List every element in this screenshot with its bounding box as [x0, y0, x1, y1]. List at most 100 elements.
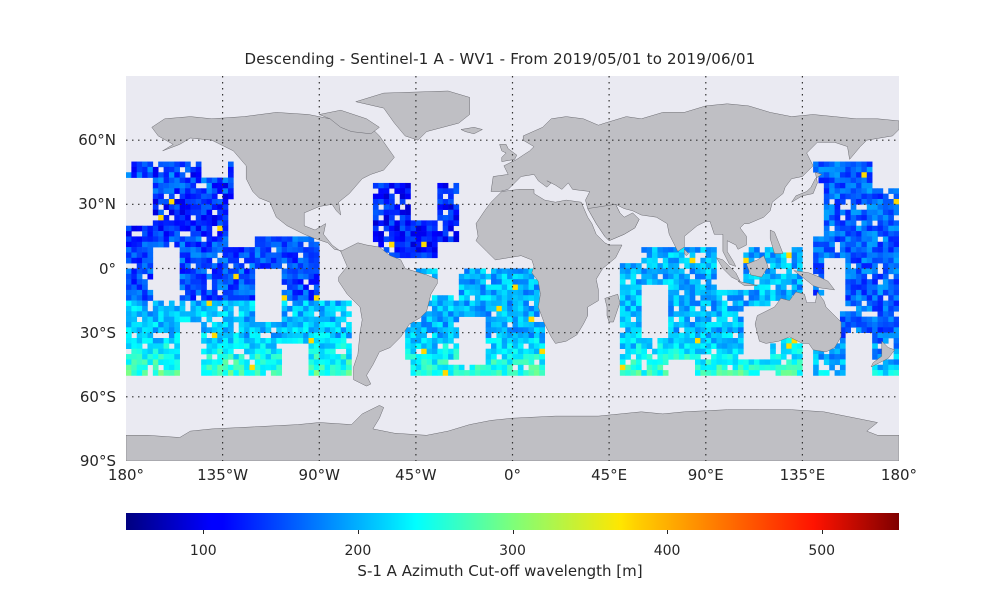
data-cell — [131, 241, 138, 248]
data-cell — [211, 252, 218, 259]
data-cell — [523, 295, 529, 301]
data-cell — [523, 327, 529, 333]
data-cell — [195, 241, 202, 248]
data-cell — [313, 300, 320, 307]
data-cell — [861, 321, 868, 328]
data-cell — [721, 348, 728, 355]
data-cell — [378, 241, 384, 248]
data-cell — [619, 305, 626, 312]
data-cell — [877, 284, 884, 291]
data-cell — [136, 225, 143, 232]
data-cell — [147, 161, 154, 168]
data-cell — [480, 284, 486, 291]
data-cell — [372, 209, 379, 216]
data-cell — [190, 284, 197, 291]
data-cell — [313, 279, 320, 285]
data-cell — [711, 284, 717, 291]
data-cell — [297, 327, 304, 333]
colorbar-tick-label: 100 — [189, 543, 217, 559]
data-cell — [201, 295, 207, 301]
data-cell — [662, 354, 669, 360]
data-cell — [539, 359, 546, 366]
data-cell — [888, 231, 894, 237]
data-cell — [190, 182, 197, 189]
data-cell — [426, 236, 433, 243]
data-cell — [469, 289, 476, 296]
data-cell — [346, 370, 352, 376]
data-cell — [818, 161, 825, 168]
data-cell — [453, 311, 460, 317]
data-cell — [292, 284, 299, 291]
data-cell — [673, 300, 680, 307]
data-cell — [662, 257, 669, 264]
data-cell — [244, 343, 250, 350]
data-cell — [222, 300, 229, 307]
data-cell — [346, 364, 352, 371]
data-cell — [158, 300, 164, 307]
data-cell — [448, 305, 454, 312]
data-cell — [625, 311, 631, 317]
data-cell — [308, 268, 315, 275]
data-cell — [689, 284, 696, 291]
data-cell — [464, 300, 470, 307]
data-cell — [227, 161, 234, 168]
data-cell — [185, 209, 191, 216]
data-cell — [485, 338, 492, 344]
data-cell — [630, 370, 637, 376]
data-cell — [507, 300, 513, 307]
data-cell — [126, 241, 132, 248]
data-cell — [700, 295, 707, 301]
lat-tick-label: 30°N — [78, 195, 116, 214]
data-cell — [700, 263, 707, 269]
data-cell — [206, 295, 213, 301]
land-greenland — [354, 90, 470, 141]
data-cell — [136, 289, 143, 296]
data-cell — [185, 166, 191, 173]
data-cell — [308, 247, 315, 253]
data-cell — [485, 311, 492, 317]
data-cell — [689, 348, 696, 355]
data-cell — [496, 279, 503, 285]
data-cell — [426, 338, 433, 344]
data-cell — [732, 348, 739, 355]
data-cell — [684, 348, 690, 355]
data-cell — [399, 231, 406, 237]
data-cell — [501, 327, 508, 333]
data-cell — [501, 279, 508, 285]
data-cell — [689, 311, 696, 317]
data-cell — [222, 348, 229, 355]
data-cell — [292, 279, 299, 285]
data-cell — [850, 273, 857, 280]
data-cell — [877, 247, 884, 253]
data-cell — [217, 279, 223, 285]
data-cell — [882, 332, 889, 339]
data-cell — [195, 247, 202, 253]
data-cell — [797, 263, 803, 269]
data-cell — [839, 166, 846, 173]
data-cell — [195, 209, 202, 216]
data-cell — [834, 215, 841, 221]
data-cell — [512, 354, 519, 360]
data-cell — [533, 338, 540, 344]
data-cell — [442, 327, 449, 333]
data-cell — [829, 220, 835, 227]
data-cell — [163, 236, 170, 243]
data-cell — [346, 354, 352, 360]
data-cell — [641, 348, 647, 355]
data-cell — [528, 370, 535, 376]
data-cell — [195, 289, 202, 296]
data-cell — [142, 279, 148, 285]
land-japan — [791, 171, 823, 203]
data-cell — [791, 364, 798, 371]
data-cell — [689, 252, 696, 259]
data-cell — [244, 364, 250, 371]
data-cell — [480, 305, 486, 312]
data-cell — [276, 332, 282, 339]
data-cell — [340, 300, 347, 307]
data-cell — [222, 343, 229, 350]
data-cell — [142, 268, 148, 275]
data-cell — [190, 257, 197, 264]
data-cell — [668, 316, 674, 323]
data-cell — [249, 300, 256, 307]
data-cell — [673, 257, 680, 264]
